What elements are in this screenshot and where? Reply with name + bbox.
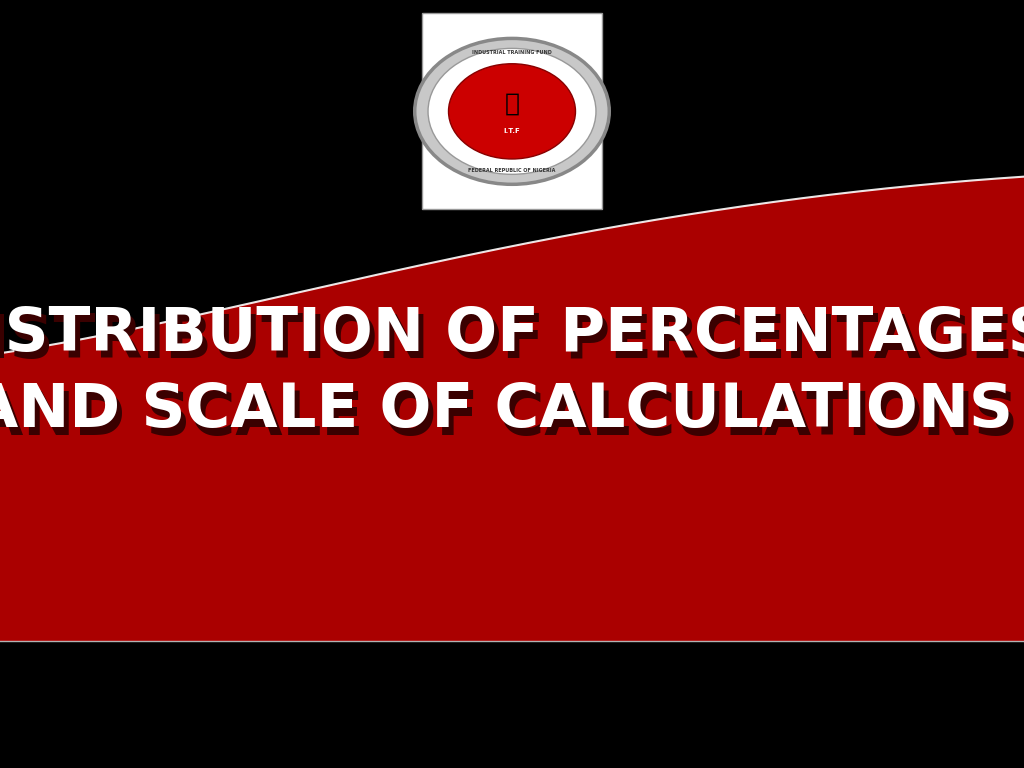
Text: DISTRIBUTION OF PERCENTAGES: DISTRIBUTION OF PERCENTAGES [0,313,1024,371]
Circle shape [415,38,609,184]
Bar [0,641,1024,768]
Text: 🦅: 🦅 [505,91,519,116]
Circle shape [449,64,575,159]
Text: AND SCALE OF CALCULATIONS: AND SCALE OF CALCULATIONS [0,389,1018,448]
Text: DISTRIBUTION OF PERCENTAGES: DISTRIBUTION OF PERCENTAGES [0,305,1024,363]
Text: INDUSTRIAL TRAINING FUND: INDUSTRIAL TRAINING FUND [472,50,552,55]
Text: I.T.F: I.T.F [504,127,520,134]
Polygon shape [0,177,1024,768]
Bar [422,13,601,209]
Circle shape [428,48,596,174]
Text: FEDERAL REPUBLIC OF NIGERIA: FEDERAL REPUBLIC OF NIGERIA [468,167,556,173]
Text: AND SCALE OF CALCULATIONS: AND SCALE OF CALCULATIONS [0,382,1013,440]
